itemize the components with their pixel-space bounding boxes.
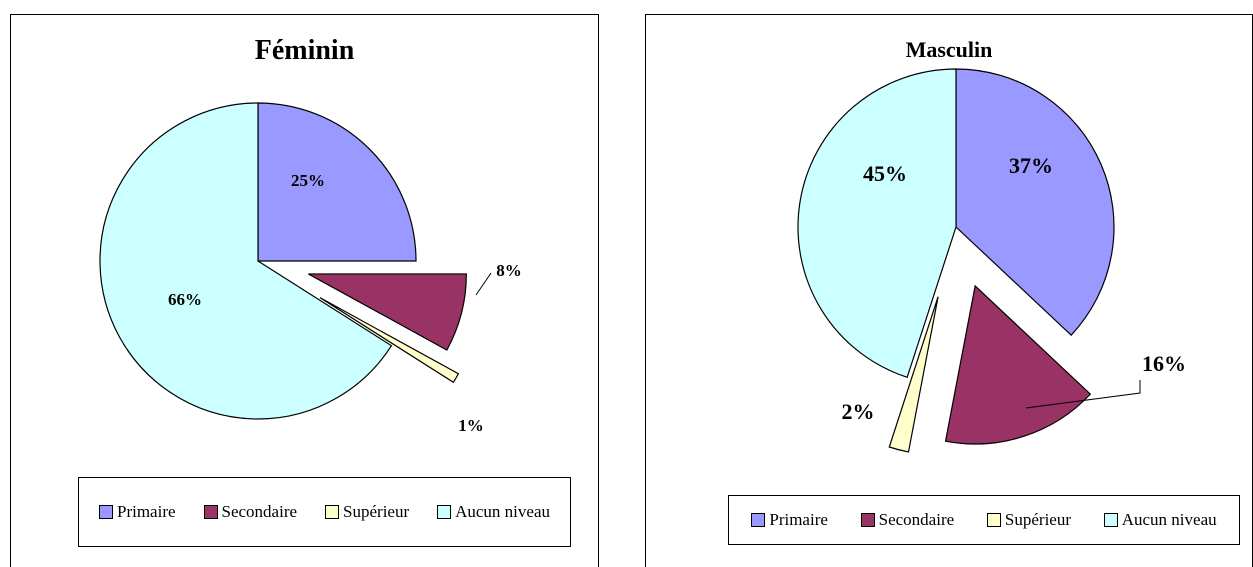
legend-label: Aucun niveau xyxy=(1121,510,1217,529)
chart-panel-masculin: Masculin 37% 16% 2% 45% Primaire Secondaire… xyxy=(645,14,1253,567)
leader-line xyxy=(475,272,492,296)
legend-swatch xyxy=(98,505,113,519)
legend-swatch xyxy=(751,513,766,527)
legend-label: Supérieur xyxy=(343,502,410,521)
legend-label: Supérieur xyxy=(1004,510,1071,529)
data-label: 45% xyxy=(863,161,907,186)
legend-label: Primaire xyxy=(769,510,828,529)
pie-chart-feminin: 25% 8% 1% 66% xyxy=(99,102,522,435)
legend-item-superieur: Supérieur xyxy=(325,502,409,522)
data-label: 37% xyxy=(1009,153,1053,178)
pie-slice-secondaire xyxy=(308,273,467,351)
legend-swatch xyxy=(1103,513,1118,527)
legend-item-secondaire: Secondaire xyxy=(203,502,298,522)
legend-label: Secondaire xyxy=(878,510,955,529)
legend-item-superieur: Supérieur xyxy=(986,510,1071,530)
pie-slice-sup-rieur xyxy=(319,297,460,384)
leader-line xyxy=(1025,380,1141,409)
data-label: 8% xyxy=(496,261,522,280)
legend-item-primaire: Primaire xyxy=(98,502,176,522)
data-label: 1% xyxy=(458,416,484,435)
pie-slice-sup-rieur xyxy=(888,296,939,453)
data-label: 16% xyxy=(1142,351,1186,376)
legend-item-secondaire: Secondaire xyxy=(860,510,955,530)
legend-swatch xyxy=(986,513,1001,527)
legend-label: Secondaire xyxy=(221,502,298,521)
legend: Primaire Secondaire Supérieur Aucun nive… xyxy=(728,495,1240,545)
chart-title: Féminin xyxy=(254,35,355,66)
legend-swatch xyxy=(203,505,218,519)
pie-slice-primaire xyxy=(955,68,1115,337)
pie-slice-primaire xyxy=(257,102,417,262)
data-label: 25% xyxy=(291,171,325,190)
legend-item-aucun-niveau: Aucun niveau xyxy=(437,502,550,522)
legend-swatch xyxy=(437,505,452,519)
legend-label: Aucun niveau xyxy=(455,502,550,521)
pie-slice-aucun-niveau xyxy=(797,68,957,379)
chart-panel-feminin: Féminin 25% 8% 1% 66% Primaire Secondaire S… xyxy=(10,14,599,567)
pie-slice-aucun-niveau xyxy=(99,102,393,420)
chart-title: Masculin xyxy=(905,37,993,62)
legend-label: Primaire xyxy=(116,502,176,521)
data-label: 66% xyxy=(168,290,202,309)
data-label: 2% xyxy=(842,399,875,424)
legend-item-aucun-niveau: Aucun niveau xyxy=(1103,510,1217,530)
pie-chart-masculin: 37% 16% 2% 45% xyxy=(797,68,1186,453)
legend: Primaire Secondaire Supérieur Aucun nive… xyxy=(78,477,571,547)
legend-swatch xyxy=(860,513,875,527)
legend-item-primaire: Primaire xyxy=(751,510,828,530)
legend-swatch xyxy=(325,505,340,519)
